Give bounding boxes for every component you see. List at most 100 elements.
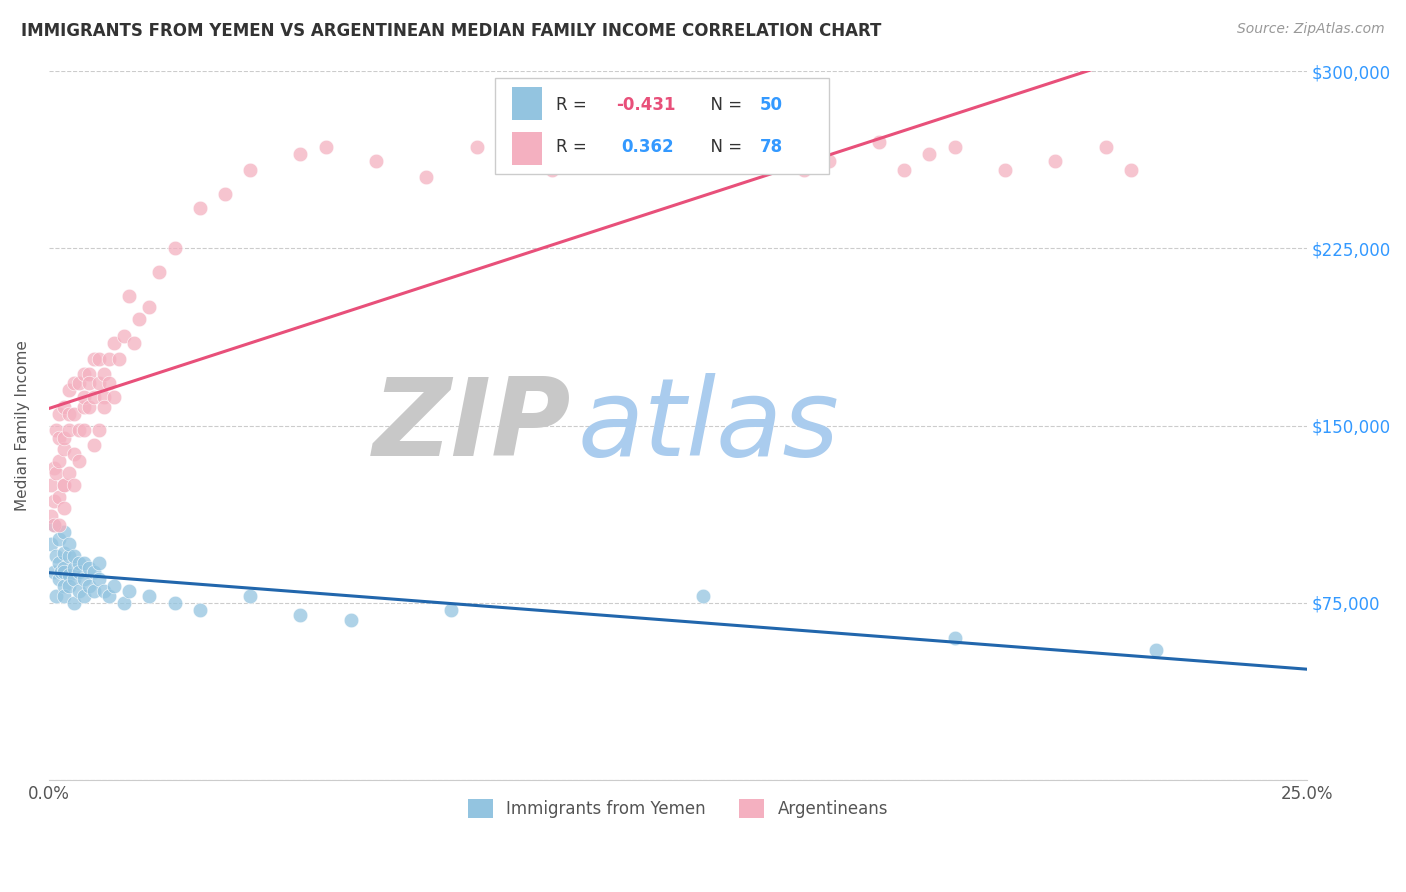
Point [918, 146, 941, 161]
Point [440, 603, 463, 617]
Point [58, 567, 80, 582]
Point [48, 572, 70, 586]
Point [87, 376, 110, 391]
Point [83, 584, 105, 599]
Point [87, 424, 110, 438]
Point [290, 607, 312, 622]
Point [214, 186, 236, 201]
Point [52, 560, 75, 574]
Point [42, 518, 65, 533]
Point [112, 329, 135, 343]
Point [994, 163, 1017, 178]
Point [239, 163, 262, 178]
Legend: Immigrants from Yemen, Argentineans: Immigrants from Yemen, Argentineans [461, 793, 894, 825]
Point [63, 447, 86, 461]
Point [39, 477, 62, 491]
Point [112, 596, 135, 610]
FancyBboxPatch shape [512, 132, 541, 165]
Point [52, 430, 75, 444]
Point [364, 153, 387, 168]
Point [67, 376, 90, 391]
Point [541, 163, 564, 178]
Point [943, 632, 966, 646]
Point [58, 549, 80, 563]
Point [124, 335, 146, 350]
FancyBboxPatch shape [512, 87, 541, 120]
Point [591, 153, 613, 168]
Point [118, 584, 141, 599]
Point [52, 477, 75, 491]
Point [87, 352, 110, 367]
Point [93, 400, 115, 414]
Text: 0.362: 0.362 [621, 138, 673, 156]
Point [48, 490, 70, 504]
Point [1119, 163, 1142, 178]
Point [45, 466, 67, 480]
Point [98, 376, 121, 391]
Point [1144, 643, 1167, 657]
Text: N =: N = [700, 138, 748, 156]
Y-axis label: Median Family Income: Median Family Income [15, 340, 30, 511]
Point [188, 603, 211, 617]
Point [63, 376, 86, 391]
Point [868, 135, 890, 149]
Point [148, 265, 170, 279]
Point [415, 170, 437, 185]
Point [465, 139, 488, 153]
Point [52, 579, 75, 593]
Point [83, 352, 105, 367]
Point [67, 454, 90, 468]
Point [793, 163, 815, 178]
Point [73, 367, 96, 381]
Point [52, 546, 75, 560]
Point [63, 560, 86, 574]
Point [52, 477, 75, 491]
Point [42, 566, 65, 580]
Point [48, 518, 70, 533]
Point [188, 201, 211, 215]
Point [77, 376, 100, 391]
Point [73, 589, 96, 603]
Text: ZIP: ZIP [373, 373, 571, 479]
Text: R =: R = [555, 96, 592, 114]
Point [73, 424, 96, 438]
Point [63, 572, 86, 586]
Point [339, 613, 361, 627]
Point [138, 301, 160, 315]
Point [98, 589, 121, 603]
Point [93, 584, 115, 599]
Point [48, 407, 70, 421]
Point [48, 532, 70, 546]
Point [103, 335, 125, 350]
Point [893, 163, 915, 178]
Point [63, 477, 86, 491]
Point [138, 589, 160, 603]
Point [52, 400, 75, 414]
Point [1094, 139, 1116, 153]
Point [83, 390, 105, 404]
Point [52, 501, 75, 516]
Point [67, 424, 90, 438]
Point [93, 367, 115, 381]
Point [103, 390, 125, 404]
Point [692, 589, 714, 603]
Point [52, 566, 75, 580]
Point [77, 367, 100, 381]
Text: 50: 50 [759, 96, 783, 114]
Point [39, 508, 62, 523]
Point [52, 589, 75, 603]
Point [73, 572, 96, 586]
Point [83, 437, 105, 451]
Point [1045, 153, 1067, 168]
Text: R =: R = [555, 138, 598, 156]
Point [58, 579, 80, 593]
Text: -0.431: -0.431 [616, 96, 676, 114]
Point [51, 566, 73, 580]
Point [58, 537, 80, 551]
Point [63, 549, 86, 563]
Point [128, 312, 150, 326]
Point [315, 139, 337, 153]
Point [118, 288, 141, 302]
Point [239, 589, 262, 603]
Point [42, 494, 65, 508]
